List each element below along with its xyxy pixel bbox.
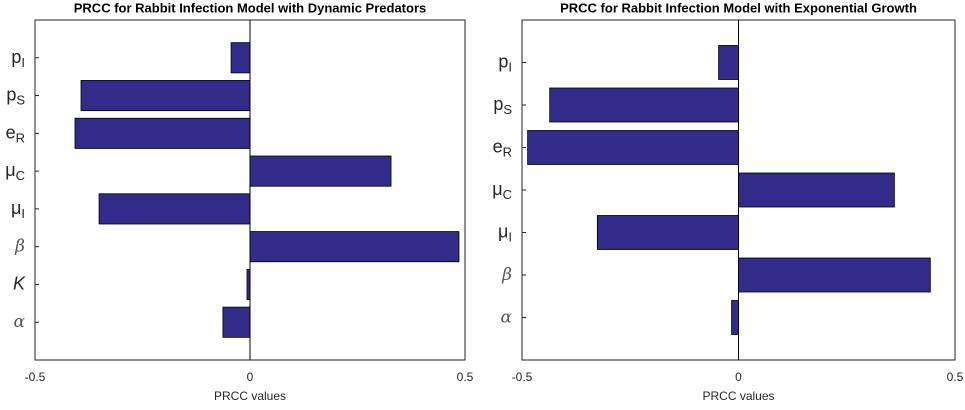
y-tick-label: eR <box>493 136 512 160</box>
x-tick-label: -0.5 <box>25 370 46 384</box>
bar <box>249 231 460 263</box>
label-base: p <box>11 47 21 67</box>
y-tick-label: eR <box>6 122 25 146</box>
y-tick-label: α <box>501 307 513 327</box>
bar <box>230 42 251 74</box>
label-subscript: I <box>508 230 512 245</box>
label-subscript: C <box>503 187 512 202</box>
bar <box>596 215 739 250</box>
label-subscript: I <box>508 60 512 75</box>
x-tick-label: 0 <box>735 370 742 384</box>
bar <box>74 117 251 149</box>
y-tick-label: μI <box>498 221 512 245</box>
label-base: μ <box>5 160 15 180</box>
y-tick-label: β <box>501 265 512 285</box>
label-base: α <box>14 312 26 332</box>
x-axis-label: PRCC values <box>214 389 286 403</box>
y-tick-label: μC <box>5 160 25 184</box>
y-tick-label: pI <box>11 47 25 71</box>
x-tick-label: 0.5 <box>457 370 474 384</box>
y-tick-label: μI <box>11 198 25 222</box>
y-tick-label: pS <box>493 94 512 118</box>
label-subscript: I <box>21 206 25 221</box>
chart-title: PRCC for Rabbit Infection Model with Dyn… <box>74 0 426 15</box>
label-base: p <box>6 84 16 104</box>
bar <box>98 193 251 225</box>
label-base: μ <box>492 179 502 199</box>
label-subscript: C <box>16 169 25 184</box>
bar <box>222 306 251 338</box>
label-subscript: S <box>16 93 25 108</box>
y-tick-label: pI <box>498 51 512 75</box>
label-base: e <box>6 122 16 142</box>
y-tick-label: α <box>14 312 26 332</box>
x-tick-label: 0.5 <box>947 370 964 384</box>
chart-title: PRCC for Rabbit Infection Model with Exp… <box>560 0 917 15</box>
label-base: β <box>501 265 512 285</box>
bar <box>549 87 739 123</box>
label-subscript: R <box>503 145 512 160</box>
bar <box>738 172 895 208</box>
bar <box>738 257 931 293</box>
x-tick-label: 0 <box>247 370 254 384</box>
y-tick-label: β <box>14 236 25 256</box>
label-base: μ <box>498 221 508 241</box>
bar <box>249 155 392 187</box>
x-tick-label: -0.5 <box>512 370 533 384</box>
label-base: p <box>493 94 503 114</box>
label-subscript: R <box>16 131 25 146</box>
y-tick-label: K <box>13 273 26 293</box>
label-subscript: I <box>21 55 25 70</box>
label-base: p <box>498 51 508 71</box>
label-base: K <box>13 273 26 293</box>
label-base: μ <box>11 198 21 218</box>
bar <box>718 45 739 80</box>
label-subscript: S <box>503 102 512 117</box>
bar <box>527 130 739 165</box>
label-base: α <box>501 307 513 327</box>
label-base: β <box>14 236 25 256</box>
bar <box>80 80 251 112</box>
label-base: e <box>493 136 503 156</box>
x-axis-label: PRCC values <box>702 389 774 403</box>
bar <box>731 300 739 335</box>
y-tick-label: μC <box>492 179 512 203</box>
y-tick-label: pS <box>6 84 25 108</box>
